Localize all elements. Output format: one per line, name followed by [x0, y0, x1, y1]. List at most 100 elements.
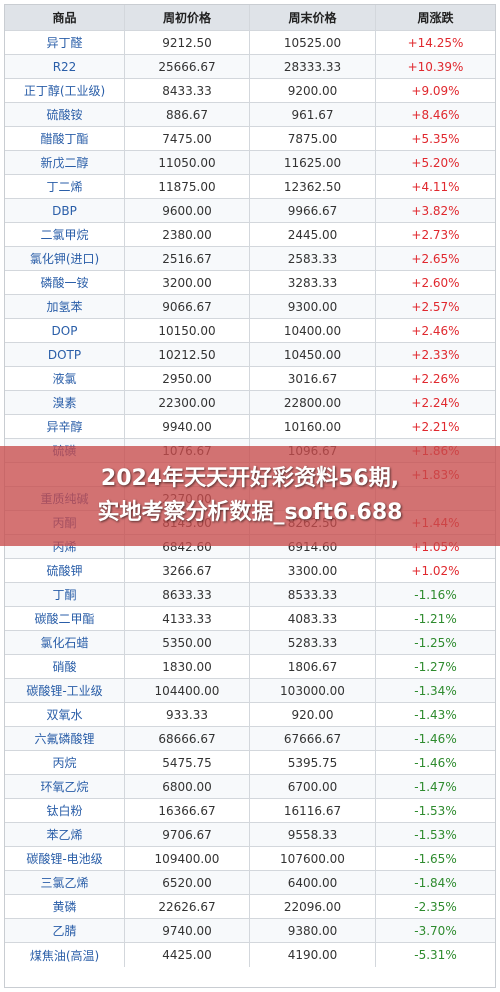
end-price: 9200.00	[250, 79, 376, 102]
product-name: 碳酸二甲酯	[5, 607, 125, 630]
end-price: 3300.00	[250, 559, 376, 582]
start-price: 5475.75	[125, 751, 250, 774]
end-price: 9966.67	[250, 199, 376, 222]
table-row: 新戊二醇 11050.00 11625.00 +5.20%	[5, 151, 495, 175]
table-row: 煤焦油(高温) 4425.00 4190.00 -5.31%	[5, 943, 495, 967]
weekly-change: +2.33%	[411, 347, 460, 362]
product-name: 硫酸钾	[5, 559, 125, 582]
table-row: 氯化钾(进口) 2516.67 2583.33 +2.65%	[5, 247, 495, 271]
weekly-change: +2.46%	[411, 323, 460, 338]
table-row: DOTP 10212.50 10450.00 +2.33%	[5, 343, 495, 367]
end-price: 4083.33	[250, 607, 376, 630]
product-name: 醋酸丁酯	[5, 127, 125, 150]
start-price: 4425.00	[125, 943, 250, 967]
weekly-change: -1.46%	[414, 731, 457, 746]
table-row: 氯化石蜡 5350.00 5283.33 -1.25%	[5, 631, 495, 655]
end-price: 9380.00	[250, 919, 376, 942]
table-row: 磷酸一铵 3200.00 3283.33 +2.60%	[5, 271, 495, 295]
end-price: 67666.67	[250, 727, 376, 750]
start-price: 8433.33	[125, 79, 250, 102]
product-name: 环氧乙烷	[5, 775, 125, 798]
start-price: 10212.50	[125, 343, 250, 366]
product-name: 正丁醇(工业级)	[5, 79, 125, 102]
end-price: 6400.00	[250, 871, 376, 894]
weekly-change: +5.20%	[411, 155, 460, 170]
product-name: 乙腈	[5, 919, 125, 942]
table-row: 丁二烯 11875.00 12362.50 +4.11%	[5, 175, 495, 199]
end-price: 5283.33	[250, 631, 376, 654]
table-row: DBP 9600.00 9966.67 +3.82%	[5, 199, 495, 223]
end-price: 1806.67	[250, 655, 376, 678]
product-name: 碳酸锂-电池级	[5, 847, 125, 870]
table-row: 丁酮 8633.33 8533.33 -1.16%	[5, 583, 495, 607]
weekly-change: +9.09%	[411, 83, 460, 98]
weekly-change: +2.73%	[411, 227, 460, 242]
start-price: 886.67	[125, 103, 250, 126]
end-price: 3016.67	[250, 367, 376, 390]
end-price: 22800.00	[250, 391, 376, 414]
table-row: 硝酸 1830.00 1806.67 -1.27%	[5, 655, 495, 679]
start-price: 9066.67	[125, 295, 250, 318]
table-row: 碳酸锂-电池级 109400.00 107600.00 -1.65%	[5, 847, 495, 871]
overlay-banner: 2024年天天开好彩资料56期, 实地考察分析数据_soft6.688	[0, 446, 500, 546]
end-price: 107600.00	[250, 847, 376, 870]
weekly-change: -1.16%	[414, 587, 457, 602]
weekly-change: +2.60%	[411, 275, 460, 290]
table-header: 商品 周初价格 周末价格 周涨跌	[5, 5, 495, 31]
table-row: 醋酸丁酯 7475.00 7875.00 +5.35%	[5, 127, 495, 151]
start-price: 68666.67	[125, 727, 250, 750]
product-name: DOP	[5, 319, 125, 342]
weekly-change: -2.35%	[414, 899, 457, 914]
product-name: 磷酸一铵	[5, 271, 125, 294]
weekly-change: -3.70%	[414, 923, 457, 938]
product-name: 苯乙烯	[5, 823, 125, 846]
product-name: 加氢苯	[5, 295, 125, 318]
product-name: 黄磷	[5, 895, 125, 918]
start-price: 4133.33	[125, 607, 250, 630]
table-row: 硫酸钾 3266.67 3300.00 +1.02%	[5, 559, 495, 583]
end-price: 103000.00	[250, 679, 376, 702]
start-price: 2380.00	[125, 223, 250, 246]
header-product: 商品	[5, 5, 125, 30]
end-price: 10525.00	[250, 31, 376, 54]
weekly-change: +5.35%	[411, 131, 460, 146]
product-name: 六氟磷酸锂	[5, 727, 125, 750]
start-price: 3266.67	[125, 559, 250, 582]
header-weekly-change: 周涨跌	[417, 11, 454, 25]
weekly-change: -1.46%	[414, 755, 457, 770]
end-price: 7875.00	[250, 127, 376, 150]
weekly-change: -1.21%	[414, 611, 457, 626]
end-price: 2445.00	[250, 223, 376, 246]
product-name: 三氯乙烯	[5, 871, 125, 894]
table-row: 碳酸二甲酯 4133.33 4083.33 -1.21%	[5, 607, 495, 631]
table-row: 乙腈 9740.00 9380.00 -3.70%	[5, 919, 495, 943]
table-row: 液氯 2950.00 3016.67 +2.26%	[5, 367, 495, 391]
weekly-change: -1.84%	[414, 875, 457, 890]
weekly-change: -1.53%	[414, 827, 457, 842]
start-price: 3200.00	[125, 271, 250, 294]
weekly-change: -1.43%	[414, 707, 457, 722]
start-price: 10150.00	[125, 319, 250, 342]
start-price: 11875.00	[125, 175, 250, 198]
start-price: 109400.00	[125, 847, 250, 870]
product-name: 丁酮	[5, 583, 125, 606]
product-name: 钛白粉	[5, 799, 125, 822]
weekly-change: -1.34%	[414, 683, 457, 698]
product-name: 双氧水	[5, 703, 125, 726]
end-price: 961.67	[250, 103, 376, 126]
product-name: 氯化钾(进口)	[5, 247, 125, 270]
table-row: 正丁醇(工业级) 8433.33 9200.00 +9.09%	[5, 79, 495, 103]
weekly-change: -1.27%	[414, 659, 457, 674]
table-row: 六氟磷酸锂 68666.67 67666.67 -1.46%	[5, 727, 495, 751]
end-price: 9300.00	[250, 295, 376, 318]
weekly-change: +1.02%	[411, 563, 460, 578]
start-price: 104400.00	[125, 679, 250, 702]
banner-line-2: 实地考察分析数据_soft6.688	[97, 500, 403, 525]
weekly-change: +2.21%	[411, 419, 460, 434]
table-row: 异丁醛 9212.50 10525.00 +14.25%	[5, 31, 495, 55]
start-price: 5350.00	[125, 631, 250, 654]
end-price: 3283.33	[250, 271, 376, 294]
weekly-change: -1.47%	[414, 779, 457, 794]
start-price: 9706.67	[125, 823, 250, 846]
weekly-change: -1.25%	[414, 635, 457, 650]
